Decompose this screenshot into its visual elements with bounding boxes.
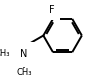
- Text: CH₃: CH₃: [0, 49, 10, 58]
- Text: N: N: [20, 50, 28, 60]
- Text: CH₃: CH₃: [16, 68, 32, 77]
- Text: F: F: [49, 5, 55, 15]
